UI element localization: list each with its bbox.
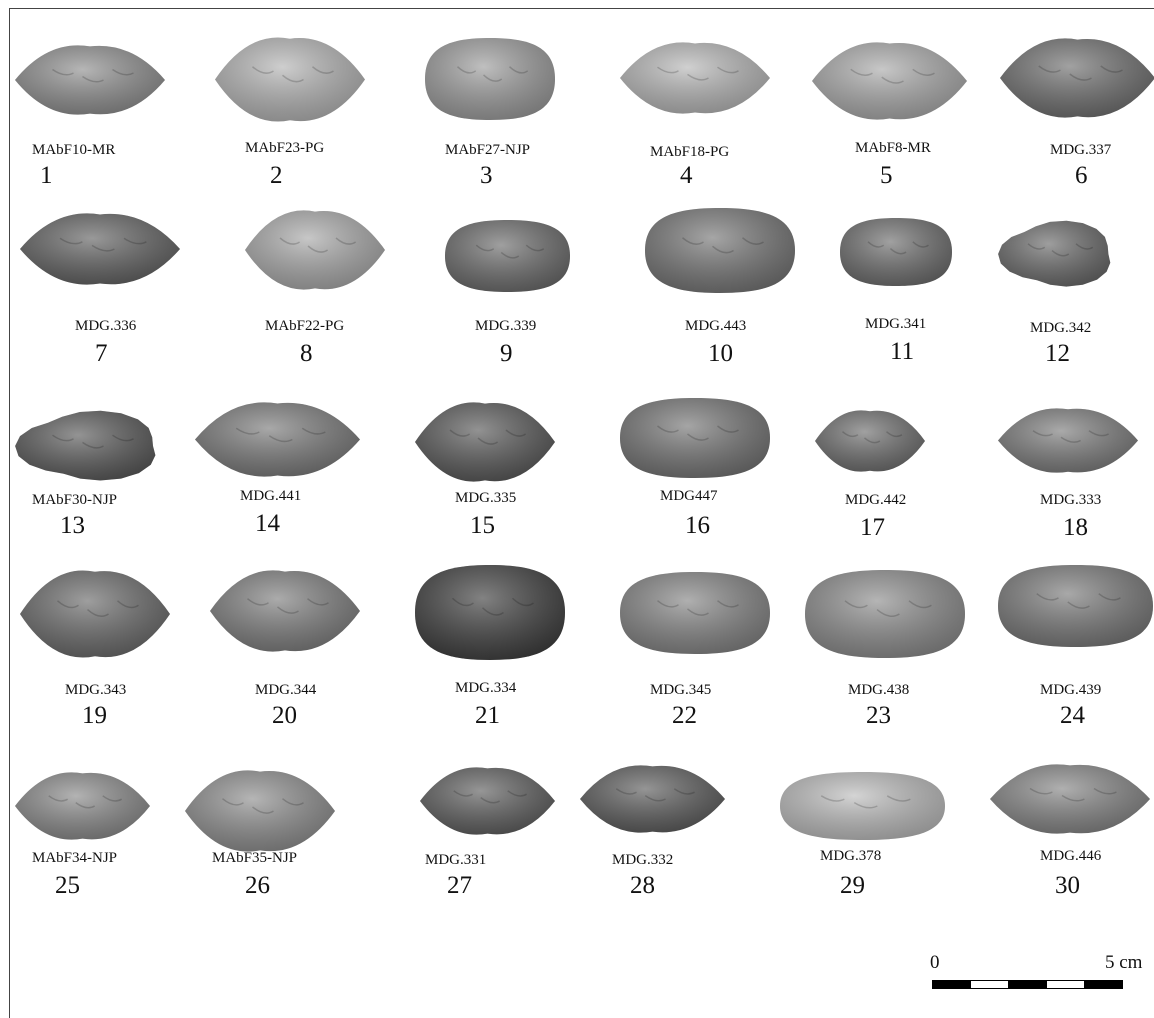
scale-start-label: 0 [930, 952, 940, 973]
sling-bullet-image [245, 210, 385, 290]
specimen-code: MDG.339 [475, 318, 537, 334]
specimen-number: 14 [255, 510, 280, 537]
figure-frame [9, 8, 1154, 1018]
sling-bullet-image [15, 45, 165, 115]
specimen-code: MAbF22-PG [265, 318, 345, 334]
specimen-number: 10 [708, 340, 733, 367]
specimen-number: 8 [300, 340, 313, 367]
specimen-number: 19 [82, 702, 107, 729]
sling-bullet-image [210, 570, 360, 652]
specimen-code: MAbF10-MR [32, 142, 116, 158]
sling-bullet-image [215, 37, 365, 122]
specimen-code: MDG.341 [865, 316, 927, 332]
specimen-number: 13 [60, 512, 85, 539]
specimen-number: 6 [1075, 162, 1088, 189]
specimen-code: MDG.336 [75, 318, 137, 334]
sling-bullet-image [15, 410, 156, 481]
sling-bullet-image [840, 218, 952, 286]
specimen-code: MDG.344 [255, 682, 317, 698]
specimen-code: MDG.331 [425, 852, 487, 868]
sling-bullet-image [645, 208, 795, 293]
sling-bullet-image [185, 770, 335, 852]
sling-bullet-image [580, 765, 725, 833]
specimen-number: 28 [630, 872, 655, 899]
scale-end-label: 5 cm [1105, 952, 1143, 973]
specimen-number: 22 [672, 702, 697, 729]
sling-bullet-image [998, 408, 1138, 473]
specimen-code: MDG.334 [455, 680, 517, 696]
sling-bullet-image [620, 42, 770, 114]
sling-bullet-image [415, 565, 565, 660]
scale-segment [970, 980, 1009, 989]
sling-bullet-image [20, 570, 170, 658]
specimen-code: MAbF18-PG [650, 144, 730, 160]
specimen-number: 30 [1055, 872, 1080, 899]
specimen-code: MAbF35-NJP [212, 850, 298, 866]
specimen-number: 5 [880, 162, 893, 189]
sling-bullet-image [195, 402, 360, 477]
specimen-number: 1 [40, 162, 53, 189]
specimen-number: 16 [685, 512, 710, 539]
specimen-number: 15 [470, 512, 495, 539]
specimen-code: MDG.443 [685, 318, 747, 334]
specimen-code: MDG.345 [650, 682, 712, 698]
specimen-number: 27 [447, 872, 472, 899]
specimen-number: 29 [840, 872, 865, 899]
sling-bullet-image [620, 398, 770, 478]
specimen-code: MDG447 [660, 488, 718, 504]
specimen-number: 12 [1045, 340, 1070, 367]
scale-segment [1046, 980, 1085, 989]
specimen-number: 11 [890, 338, 915, 365]
specimen-code: MDG.442 [845, 492, 907, 508]
specimen-number: 23 [866, 702, 891, 729]
sling-bullet-image [990, 764, 1150, 834]
sling-bullet-image [998, 220, 1111, 287]
specimen-number: 3 [480, 162, 493, 189]
specimen-code: MDG.343 [65, 682, 127, 698]
sling-bullet-image [780, 772, 945, 840]
specimen-code: MDG.438 [848, 682, 910, 698]
sling-bullet-image [1000, 38, 1154, 118]
specimen-code: MDG.337 [1050, 142, 1112, 158]
specimen-number: 26 [245, 872, 270, 899]
sling-bullet-image [812, 42, 967, 120]
sling-bullet-image [415, 402, 555, 482]
sling-bullet-image [805, 570, 965, 658]
sling-bullet-image [815, 410, 925, 472]
specimen-code: MAbF8-MR [855, 140, 931, 156]
specimen-code: MDG.335 [455, 490, 517, 506]
sling-bullet-image [425, 38, 555, 120]
sling-bullet-image [15, 772, 150, 840]
specimen-code: MDG.333 [1040, 492, 1102, 508]
scale-segment [1008, 980, 1047, 989]
specimen-number: 2 [270, 162, 283, 189]
scale-segment [1084, 980, 1123, 989]
specimen-number: 24 [1060, 702, 1085, 729]
specimen-number: 17 [860, 514, 885, 541]
specimen-number: 25 [55, 872, 80, 899]
specimen-code: MAbF34-NJP [32, 850, 118, 866]
specimen-code: MDG.446 [1040, 848, 1102, 864]
specimen-number: 18 [1063, 514, 1088, 541]
specimen-number: 4 [680, 162, 693, 189]
specimen-code: MDG.342 [1030, 320, 1092, 336]
specimen-number: 21 [475, 702, 500, 729]
specimen-code: MDG.332 [612, 852, 674, 868]
sling-bullet-image [998, 565, 1153, 647]
sling-bullet-image [420, 767, 555, 835]
specimen-code: MDG.441 [240, 488, 302, 504]
specimen-code: MDG.378 [820, 848, 882, 864]
specimen-code: MAbF30-NJP [32, 492, 118, 508]
specimen-number: 20 [272, 702, 297, 729]
specimen-code: MDG.439 [1040, 682, 1102, 698]
scale-segment [932, 980, 971, 989]
specimen-code: MAbF23-PG [245, 140, 325, 156]
specimen-number: 7 [95, 340, 108, 367]
sling-bullet-image [445, 220, 570, 292]
sling-bullet-image [620, 572, 770, 654]
specimen-number: 9 [500, 340, 513, 367]
specimen-code: MAbF27-NJP [445, 142, 531, 158]
sling-bullet-image [20, 213, 180, 285]
